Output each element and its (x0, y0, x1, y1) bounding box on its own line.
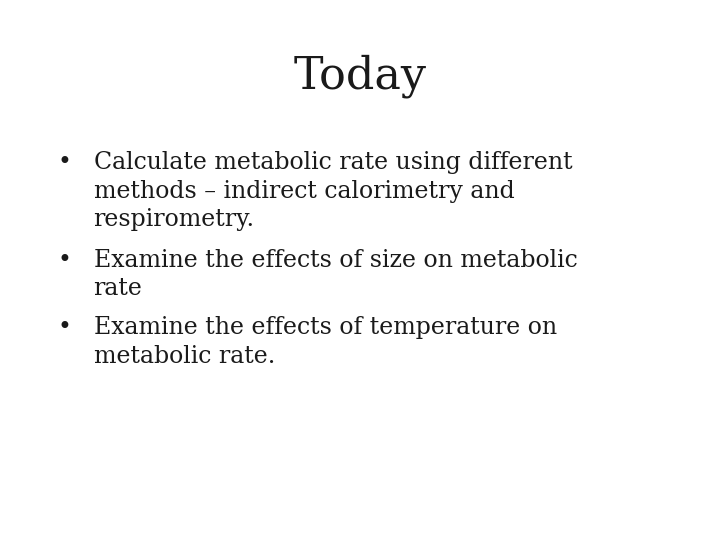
Text: •: • (58, 248, 72, 272)
Text: Today: Today (294, 54, 426, 98)
Text: •: • (58, 316, 72, 340)
Text: Calculate metabolic rate using different
methods – indirect calorimetry and
resp: Calculate metabolic rate using different… (94, 151, 572, 231)
Text: •: • (58, 151, 72, 174)
Text: Examine the effects of temperature on
metabolic rate.: Examine the effects of temperature on me… (94, 316, 557, 368)
Text: Examine the effects of size on metabolic
rate: Examine the effects of size on metabolic… (94, 248, 577, 300)
